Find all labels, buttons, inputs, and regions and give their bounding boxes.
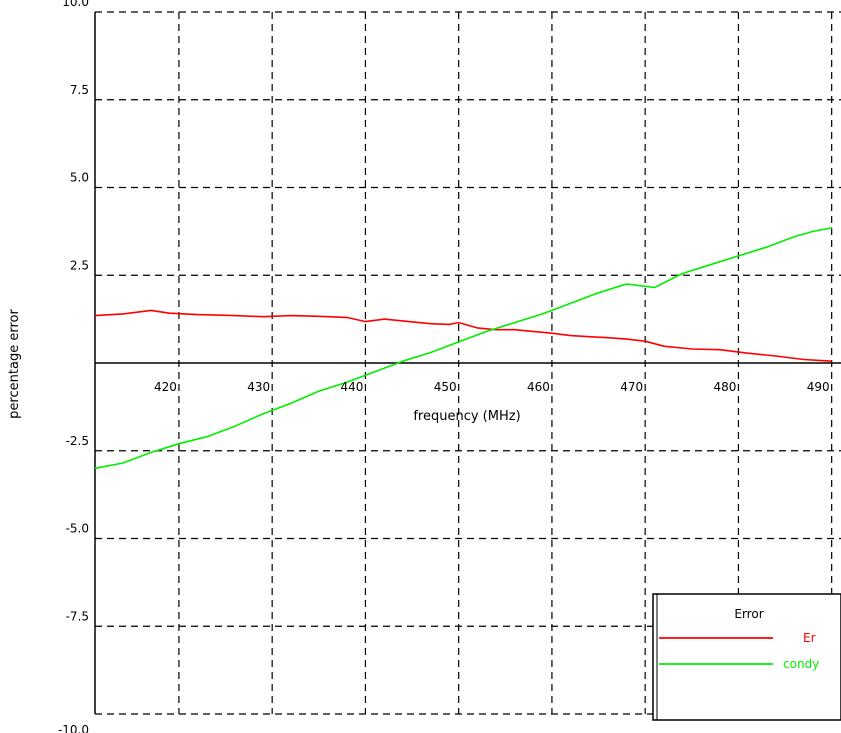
x-tick-label: 430	[247, 380, 270, 394]
x-tick-label: 440	[341, 380, 364, 394]
series-layer	[94, 227, 832, 470]
axes-layer	[94, 12, 841, 714]
x-tick-label: 460	[527, 380, 550, 394]
legend-label-condy: condy	[783, 657, 819, 671]
x-tick-label: 420	[154, 380, 177, 394]
y-tick-label: 7.5	[70, 83, 89, 97]
x-tick-label: 470	[620, 380, 643, 394]
y-tick-label: -7.5	[66, 609, 89, 623]
y-tick-label: -5.0	[66, 522, 89, 536]
x-tick-label: 480	[714, 380, 737, 394]
y-axis-label: percentage error	[7, 309, 22, 419]
legend-box	[652, 593, 841, 721]
x-tick-label: 450	[434, 380, 457, 394]
x-axis-label: frequency (MHz)	[413, 409, 520, 424]
y-tick-label: 10.0	[62, 0, 89, 9]
y-tick-label: -10.0	[58, 723, 89, 733]
legend-title: Error	[734, 607, 763, 621]
legend: Error Er condy	[652, 593, 841, 721]
labels-layer: 10.0 7.5 5.0 2.5 -2.5 -5.0 -7.5 -10.0 420 430 440 4…	[58, 0, 830, 733]
series-line-er	[94, 309, 832, 362]
series-line-condy	[94, 227, 832, 470]
y-tick-label: 2.5	[70, 258, 89, 272]
legend-label-er: Er	[803, 631, 816, 645]
y-tick-label: 5.0	[70, 171, 89, 185]
y-tick-label: -2.5	[66, 434, 89, 448]
x-tick-label: 490	[807, 380, 830, 394]
